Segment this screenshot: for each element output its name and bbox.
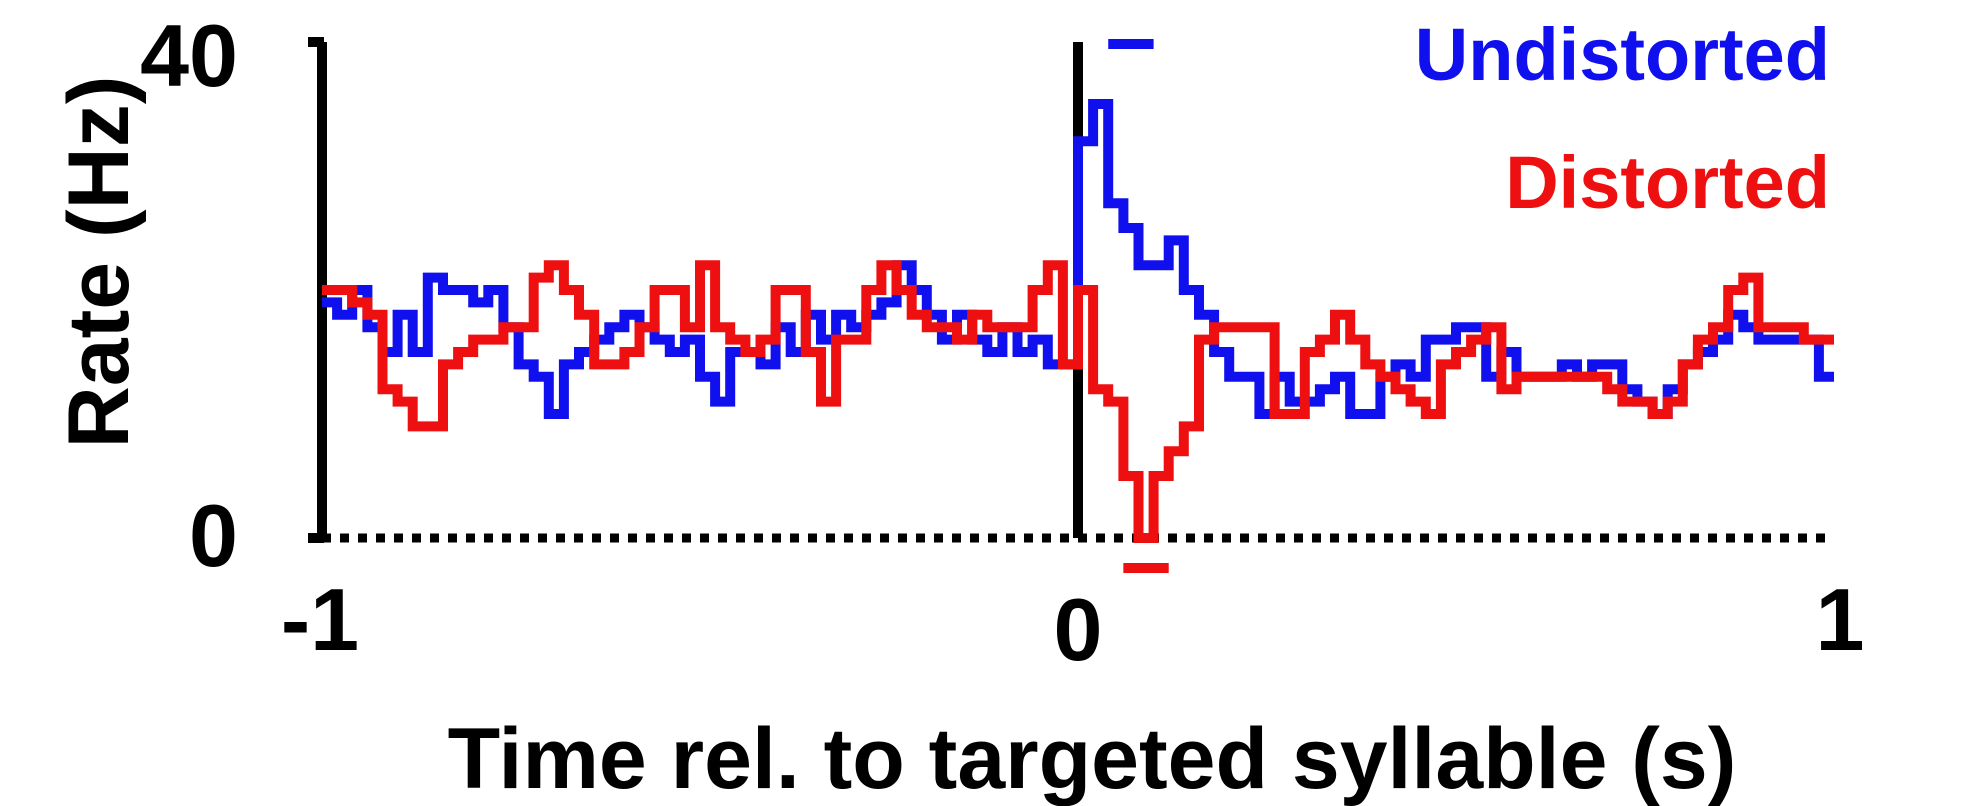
legend-undistorted: Undistorted: [1415, 13, 1830, 96]
x-axis-label: Time rel. to targeted syllable (s): [448, 711, 1737, 806]
legend-distorted: Distorted: [1505, 141, 1830, 224]
y-axis-label: Rate (Hz): [51, 76, 147, 449]
x-tick-label-1: 1: [1816, 570, 1865, 669]
series-line-distorted: [322, 260, 1834, 543]
y-tick-label-0: 0: [189, 486, 238, 585]
x-tick-label-minus-1: -1: [281, 570, 359, 669]
x-tick-label-0: 0: [1054, 580, 1103, 679]
series-line-undistorted: [322, 99, 1834, 419]
y-tick-label-40: 40: [140, 6, 238, 105]
plot-area: [308, 37, 1834, 573]
